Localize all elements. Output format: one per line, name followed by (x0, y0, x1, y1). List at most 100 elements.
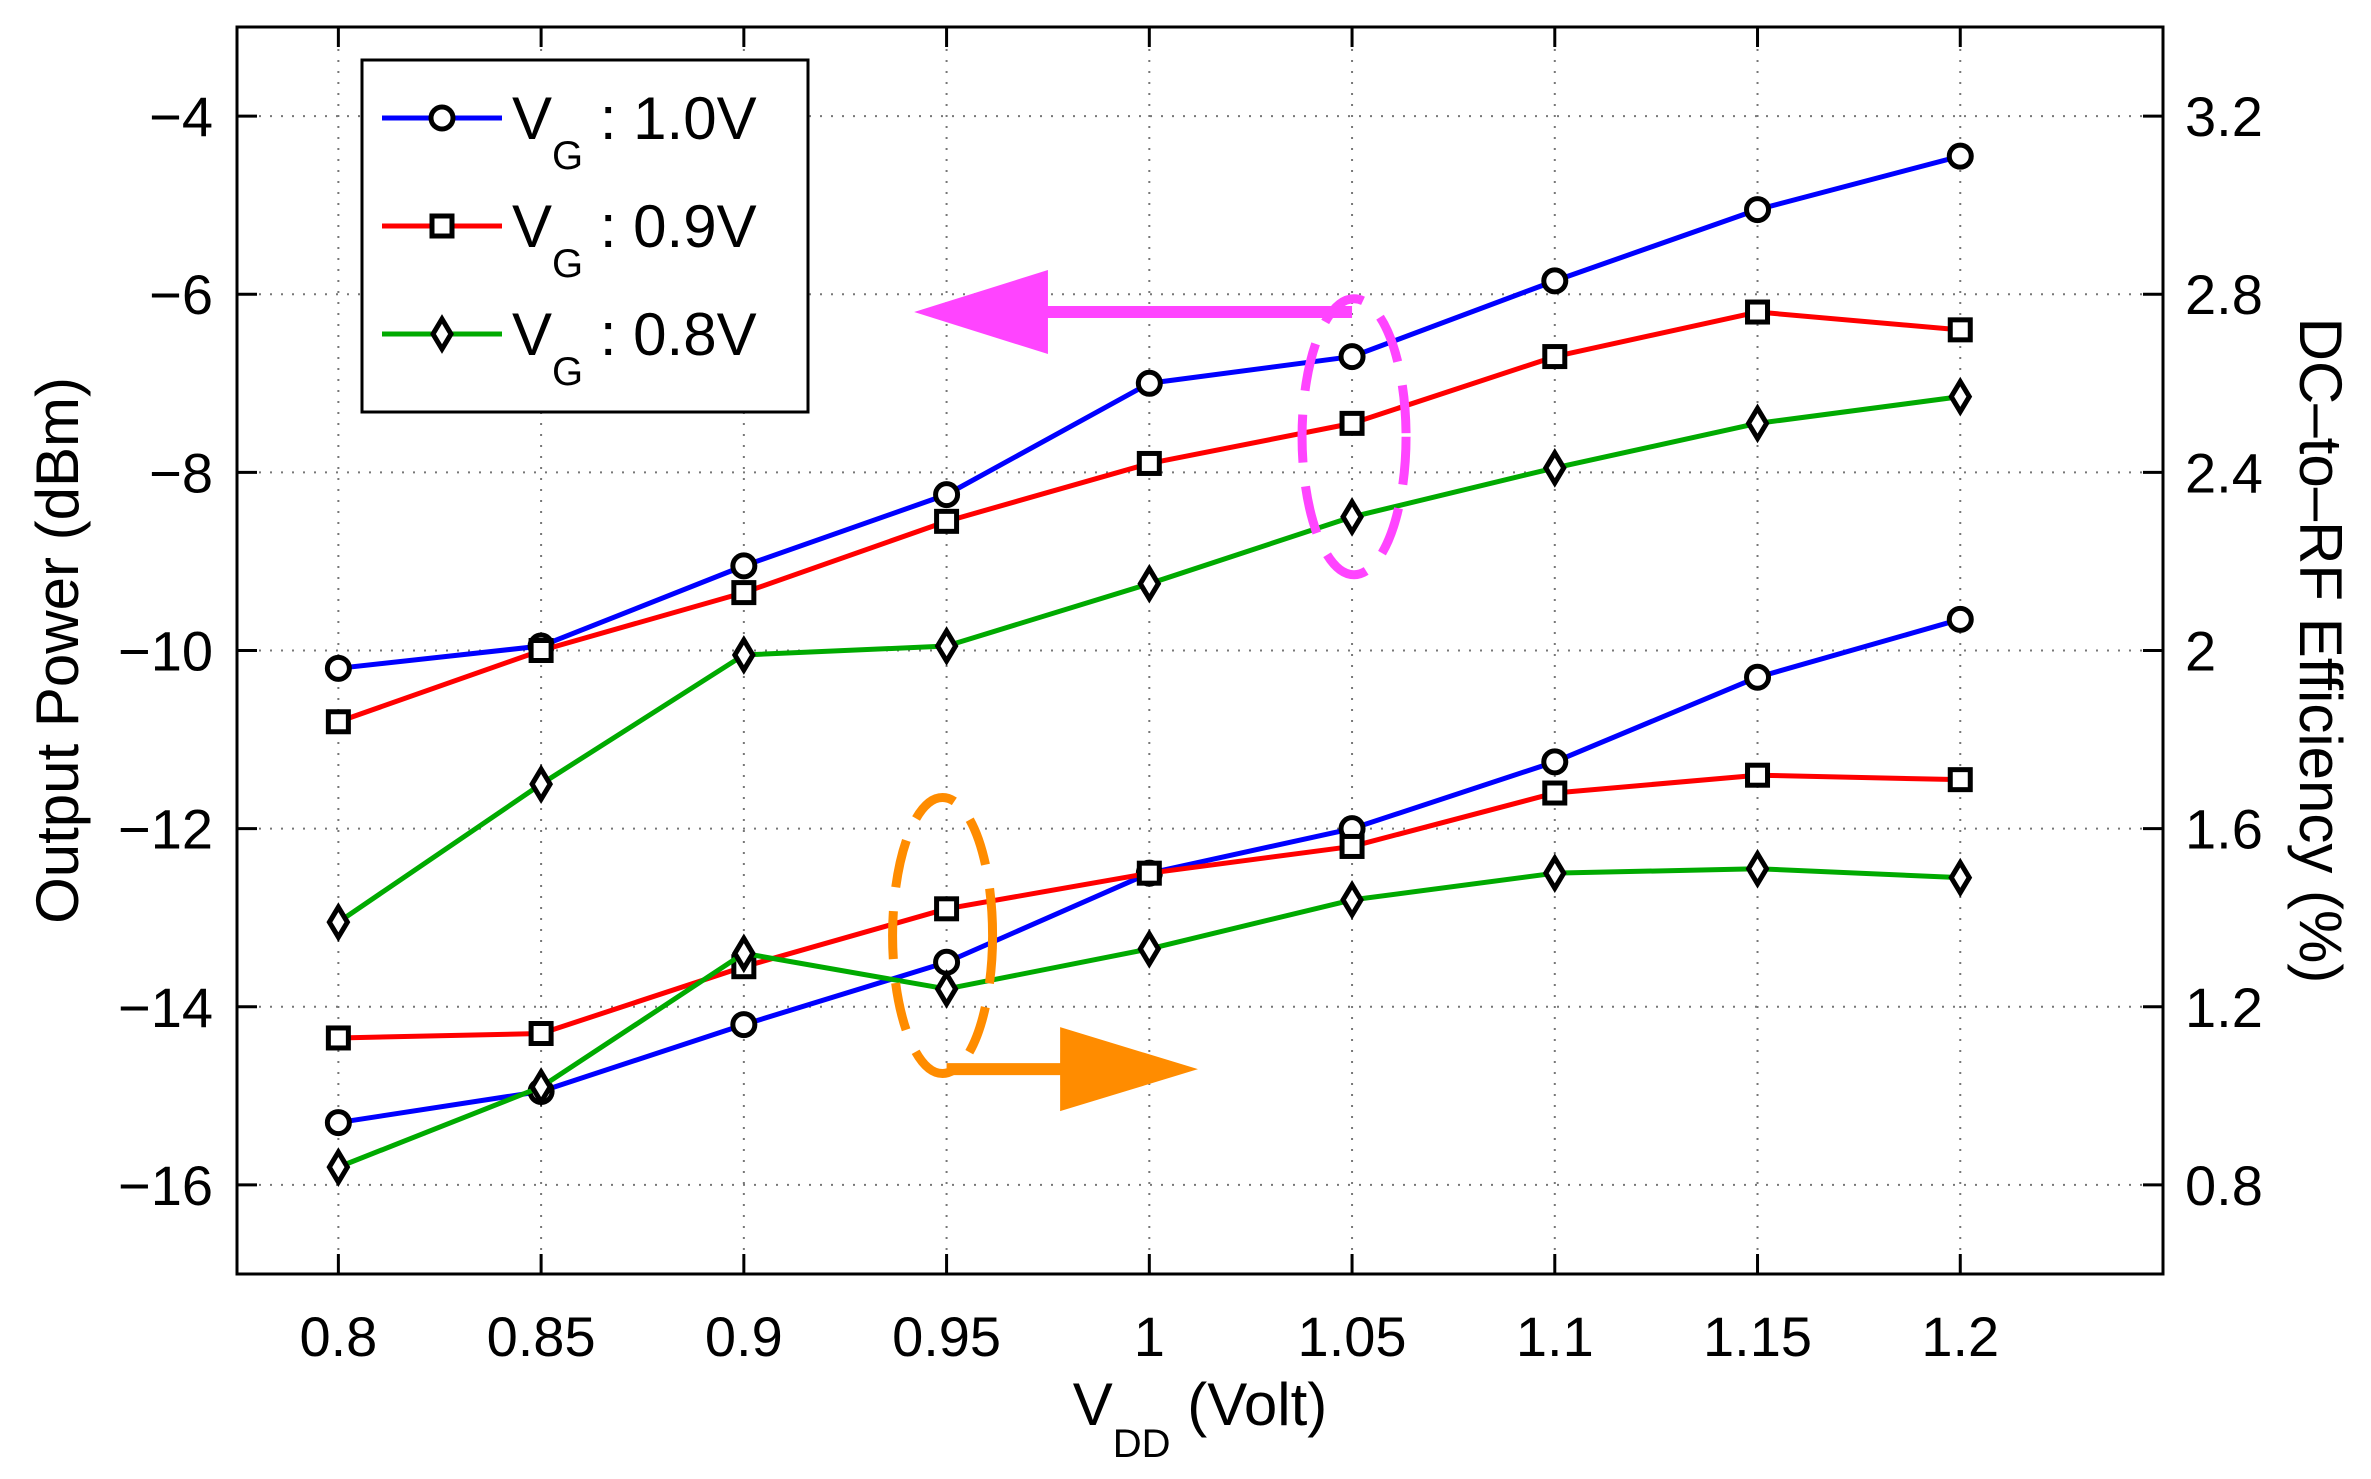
y-left-tick-label: −14 (118, 976, 213, 1039)
data-point (1947, 317, 1973, 343)
data-point (528, 638, 554, 663)
data-point (529, 764, 554, 804)
data-point (1745, 299, 1771, 325)
data-point (1542, 853, 1567, 894)
ticks: 0.8 0.85 0.9 0.95 1 1.05 1.1 1.15 1.2 −16 −14 −12 −1… (118, 27, 2263, 1368)
legend-marker (428, 104, 456, 132)
y-left-axis-title: Output Power (dBm) (24, 377, 91, 924)
series-layer (324, 142, 1974, 1187)
x-tick-label: 0.8 (299, 1305, 377, 1368)
series-5 (325, 762, 1973, 1051)
data-point (1340, 497, 1364, 537)
data-point (1744, 196, 1772, 224)
legend-label-sub: G (552, 242, 583, 286)
data-point (1745, 848, 1770, 889)
data-point (1541, 748, 1569, 776)
y-right-tick-label: 1.6 (2185, 798, 2263, 861)
data-point (1137, 563, 1162, 604)
data-point (731, 635, 756, 675)
series-3 (326, 376, 1973, 943)
x-axis-title-main: V (1073, 1371, 1113, 1438)
y-left-tick-label: −12 (118, 798, 213, 861)
data-point (1135, 369, 1163, 397)
x-tick-label: 1.2 (1921, 1305, 1999, 1368)
x-tick-label: 0.9 (705, 1305, 783, 1368)
data-point (325, 709, 351, 735)
data-point (325, 1025, 351, 1051)
legend-label-rest: : 0.8V (583, 301, 756, 368)
x-tick-label: 1.1 (1516, 1305, 1594, 1368)
legend-label-rest: : 1.0V (583, 85, 756, 152)
data-point (326, 1147, 351, 1187)
data-point (1948, 857, 1973, 898)
legend-label-rest: : 0.9V (583, 193, 756, 260)
annotation-left-arrow (914, 270, 1411, 580)
x-tick-label: 0.95 (892, 1305, 1001, 1368)
data-point (326, 902, 351, 943)
legend-entry-1: VG : 1.0V (382, 85, 757, 178)
x-axis-title: VDD (Volt) (1073, 1371, 1328, 1466)
legend-label: VG : 0.9V (512, 193, 757, 286)
annotation-ellipse (1297, 294, 1411, 580)
data-point (1947, 767, 1973, 793)
annotation-right-arrow (888, 793, 1198, 1112)
y-right-tick-label: 1.2 (2185, 976, 2263, 1039)
y-right-tick-label: 2 (2185, 620, 2216, 683)
data-point (1136, 860, 1162, 886)
data-point (731, 933, 756, 974)
data-point (1137, 929, 1162, 969)
x-axis-title-sub: DD (1113, 1422, 1171, 1466)
annotation-arrow-head (1060, 1027, 1198, 1112)
legend-label: VG : 0.8V (512, 301, 757, 394)
x-axis-title-rest: (Volt) (1171, 1371, 1328, 1438)
legend-marker (429, 213, 455, 239)
y-right-axis-title: DC–to–RF Efficiency (%) (2287, 318, 2354, 984)
axis-titles: VDD (Volt) Output Power (dBm) DC–to–RF Eff… (24, 318, 2354, 1466)
data-point (731, 580, 757, 606)
data-point (1541, 267, 1569, 295)
data-point (324, 1109, 352, 1137)
data-point (1745, 403, 1770, 444)
data-point (730, 552, 758, 580)
series-6 (326, 848, 1973, 1187)
x-tick-label: 0.85 (487, 1305, 596, 1368)
y-right-tick-label: 2.8 (2185, 263, 2263, 326)
annotation-ellipse (888, 793, 998, 1079)
legend-label: VG : 1.0V (512, 85, 757, 178)
y-right-tick-label: 3.2 (2185, 85, 2263, 148)
x-tick-label: 1.05 (1298, 1305, 1407, 1368)
y-right-tick-label: 0.8 (2185, 1154, 2263, 1217)
y-left-tick-label: −6 (149, 263, 213, 326)
y-right-tick-label: 2.4 (2185, 441, 2263, 504)
data-point (1542, 448, 1567, 488)
legend-entry-3: VG : 0.8V (382, 301, 757, 394)
legend-label-sub: G (552, 134, 583, 178)
series-2 (325, 299, 1973, 735)
legend-label-main: V (512, 301, 552, 368)
data-point (1339, 833, 1365, 859)
annotation-layer (888, 270, 1411, 1112)
legend-marker (430, 314, 454, 354)
legend-label-main: V (512, 85, 552, 152)
legend-entry-2: VG : 0.9V (382, 193, 757, 286)
annotation-arrow-head (914, 270, 1048, 355)
data-point (1946, 605, 1974, 633)
data-point (934, 969, 959, 1009)
data-point (1946, 142, 1974, 170)
data-point (1542, 780, 1568, 806)
data-point (730, 1011, 758, 1039)
legend-label-sub: G (552, 350, 583, 394)
y-left-tick-label: −10 (118, 620, 213, 683)
x-tick-label: 1 (1134, 1305, 1165, 1368)
data-point (529, 1067, 554, 1107)
data-point (934, 508, 960, 534)
data-point (324, 654, 352, 682)
series-1 (324, 142, 1974, 682)
data-point (1744, 663, 1772, 691)
y-left-tick-label: −16 (118, 1154, 213, 1217)
data-point (933, 481, 961, 509)
legend-label-main: V (512, 193, 552, 260)
y-left-tick-label: −8 (149, 441, 213, 504)
data-point (1948, 376, 1973, 417)
